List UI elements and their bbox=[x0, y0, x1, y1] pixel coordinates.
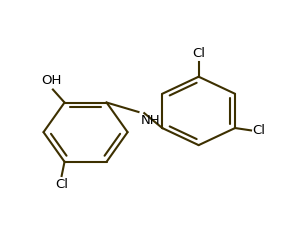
Text: OH: OH bbox=[41, 74, 62, 87]
Text: Cl: Cl bbox=[55, 178, 68, 191]
Text: NH: NH bbox=[141, 114, 160, 127]
Text: Cl: Cl bbox=[253, 124, 265, 137]
Text: Cl: Cl bbox=[192, 47, 205, 60]
